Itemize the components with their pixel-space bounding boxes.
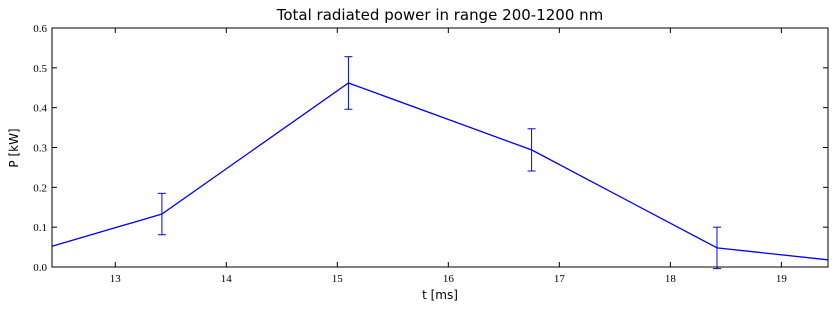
data-line — [51, 82, 829, 261]
chart-title: Total radiated power in range 200-1200 n… — [276, 6, 604, 24]
x-tick-label: 13 — [110, 273, 122, 285]
x-axis-label: t [ms] — [422, 288, 458, 302]
y-tick-label: 0.2 — [33, 182, 47, 194]
y-axis-label: P [kW] — [7, 128, 21, 167]
x-tick-label: 17 — [554, 273, 566, 285]
x-tick-label: 19 — [776, 273, 788, 285]
y-tick-label: 0.4 — [33, 103, 47, 115]
x-tick-label: 18 — [665, 273, 677, 285]
y-tick-label: 0.0 — [33, 262, 47, 274]
y-tick-label: 0.5 — [33, 63, 47, 75]
x-tick-label: 15 — [332, 273, 344, 285]
y-tick-label: 0.1 — [33, 222, 47, 234]
y-tick-label: 0.6 — [33, 23, 47, 35]
x-tick-label: 16 — [443, 273, 455, 285]
plot-frame — [51, 27, 829, 268]
x-tick-label: 14 — [221, 273, 233, 285]
y-tick-label: 0.3 — [33, 143, 47, 155]
